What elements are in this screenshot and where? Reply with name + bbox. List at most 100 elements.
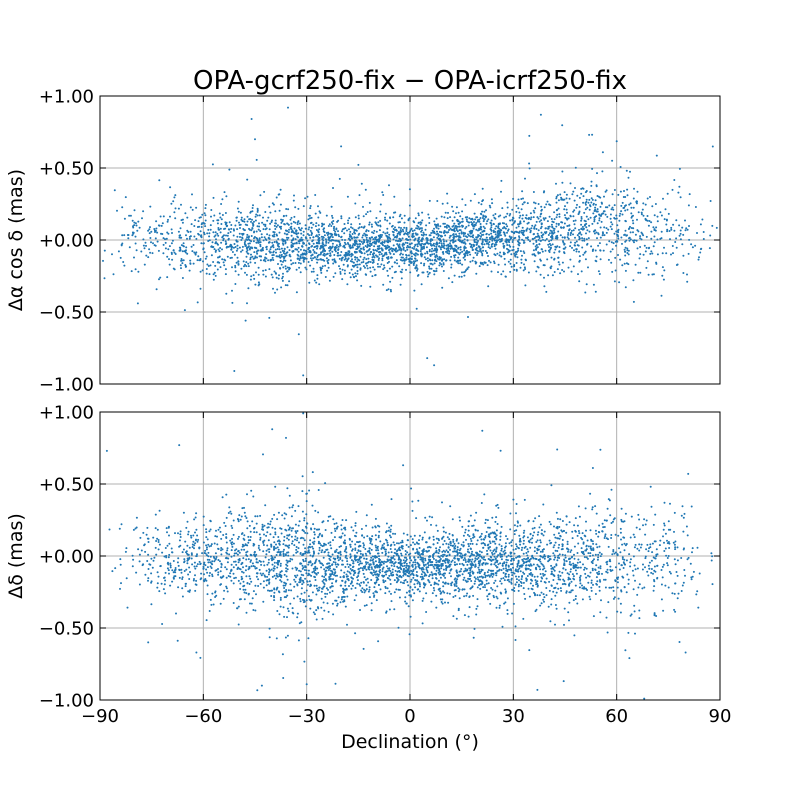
scatter-point	[331, 233, 334, 236]
scatter-point	[566, 236, 569, 239]
scatter-point	[635, 526, 638, 529]
scatter-point	[368, 586, 371, 589]
scatter-point	[306, 239, 309, 242]
scatter-point	[171, 258, 174, 261]
scatter-point	[332, 187, 334, 189]
scatter-point	[517, 207, 520, 210]
scatter-point	[277, 511, 280, 514]
scatter-point	[271, 241, 274, 244]
scatter-point	[530, 216, 533, 219]
scatter-point	[432, 535, 435, 538]
scatter-point	[542, 264, 545, 267]
scatter-point	[305, 500, 308, 503]
scatter-point	[487, 218, 490, 221]
scatter-point	[432, 242, 435, 245]
scatter-point	[415, 307, 418, 310]
scatter-point	[655, 548, 658, 551]
scatter-point	[470, 243, 473, 246]
scatter-point	[647, 224, 650, 227]
scatter-point	[488, 259, 490, 262]
scatter-point	[529, 212, 532, 215]
scatter-point	[508, 580, 511, 583]
scatter-point	[187, 533, 190, 536]
scatter-point	[584, 250, 587, 253]
scatter-point	[574, 227, 577, 230]
scatter-point	[340, 215, 343, 218]
scatter-point	[296, 253, 299, 256]
scatter-point	[679, 229, 682, 232]
scatter-point	[400, 217, 403, 220]
scatter-point	[154, 237, 157, 240]
scatter-point	[221, 235, 224, 238]
scatter-point	[469, 199, 472, 202]
scatter-point	[398, 248, 401, 251]
scatter-point	[639, 246, 642, 248]
scatter-point	[481, 210, 484, 213]
scatter-point	[397, 232, 400, 235]
scatter-point	[501, 227, 504, 230]
scatter-point	[435, 561, 438, 564]
scatter-point	[326, 234, 329, 236]
scatter-point	[360, 284, 363, 287]
scatter-point	[547, 234, 550, 236]
scatter-point	[386, 219, 389, 222]
scatter-point	[379, 203, 382, 206]
scatter-point	[356, 263, 359, 266]
scatter-point	[249, 261, 252, 264]
scatter-point	[155, 227, 158, 230]
scatter-point	[655, 154, 658, 157]
scatter-point	[458, 232, 461, 235]
scatter-point	[531, 237, 534, 240]
scatter-point	[609, 250, 612, 253]
scatter-point	[210, 215, 212, 218]
scatter-point	[542, 593, 545, 596]
scatter-point	[186, 252, 189, 255]
scatter-point	[499, 449, 502, 452]
scatter-point	[555, 225, 558, 228]
scatter-point	[510, 236, 513, 239]
scatter-point	[268, 234, 271, 237]
scatter-point	[343, 539, 346, 542]
scatter-point	[534, 517, 537, 520]
scatter-point	[424, 252, 427, 255]
scatter-point	[388, 233, 391, 236]
scatter-point	[207, 240, 210, 242]
scatter-point	[549, 248, 552, 251]
scatter-point	[361, 242, 364, 245]
scatter-point	[251, 210, 254, 213]
scatter-point	[213, 214, 216, 217]
scatter-point	[398, 226, 400, 229]
scatter-point	[440, 215, 443, 218]
scatter-point	[365, 258, 368, 261]
scatter-point	[500, 179, 503, 182]
scatter-point	[550, 218, 553, 220]
scatter-point	[367, 567, 370, 570]
scatter-point	[333, 573, 335, 576]
scatter-point	[558, 215, 561, 218]
scatter-point	[415, 227, 418, 230]
scatter-point	[684, 574, 686, 577]
scatter-point	[680, 514, 683, 517]
scatter-point	[367, 260, 370, 263]
scatter-point	[513, 524, 516, 527]
scatter-point	[292, 231, 295, 234]
scatter-point	[494, 254, 497, 257]
scatter-point	[402, 259, 405, 262]
scatter-point	[343, 269, 346, 272]
scatter-point	[334, 272, 337, 275]
scatter-point	[613, 217, 616, 219]
scatter-point	[293, 227, 296, 230]
scatter-point	[439, 546, 441, 549]
scatter-point	[506, 244, 509, 246]
scatter-point	[365, 262, 367, 265]
scatter-point	[452, 237, 455, 240]
scatter-point	[469, 231, 472, 234]
scatter-point	[623, 234, 626, 236]
scatter-point	[206, 263, 209, 266]
scatter-point	[663, 522, 666, 525]
scatter-point	[405, 591, 408, 594]
scatter-point	[283, 539, 286, 542]
scatter-point	[476, 539, 479, 542]
scatter-point	[236, 244, 239, 247]
scatter-point	[366, 267, 369, 270]
